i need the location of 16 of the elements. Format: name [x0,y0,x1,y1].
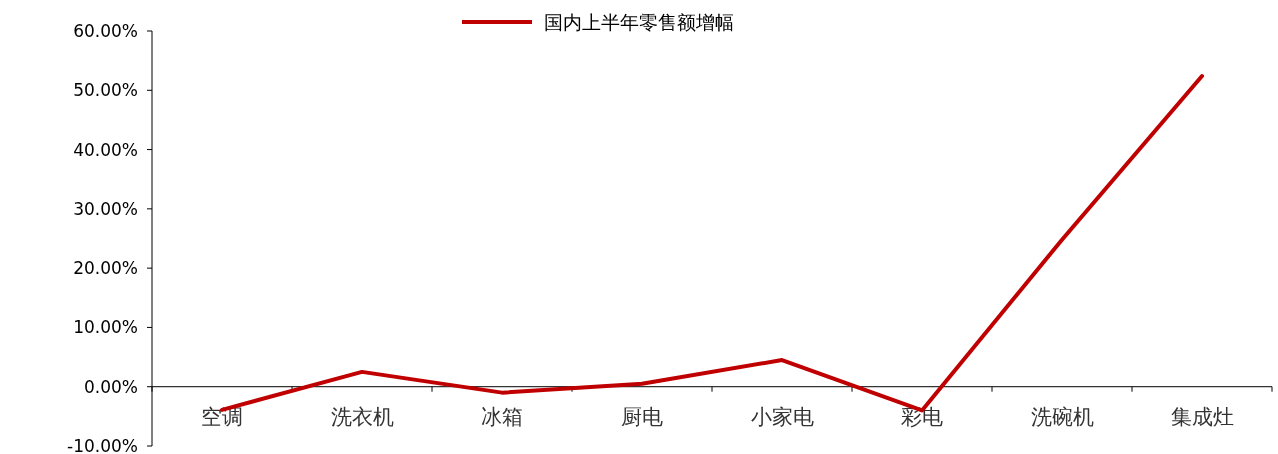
y-tick-label: 0.00% [83,376,138,397]
y-tick-label: 50.00% [73,80,138,101]
x-tick-label: 空调 [201,404,243,429]
y-tick-label: 60.00% [73,21,138,41]
x-tick-label: 洗碗机 [1030,404,1094,429]
y-tick-label: 30.00% [73,198,138,219]
x-tick-label: 厨电 [621,404,663,429]
y-tick-label: -10.00% [67,436,138,454]
y-tick-label: 40.00% [73,139,138,160]
y-tick-label: 10.00% [73,317,138,338]
x-tick-label: 集成灶 [1170,404,1234,429]
x-tick-label: 小家电 [750,404,814,429]
x-tick-label: 洗衣机 [330,404,394,429]
x-tick-label: 冰箱 [481,404,523,429]
y-tick-label: 20.00% [73,258,138,279]
legend-label: 国内上半年零售额增幅 [544,11,734,33]
